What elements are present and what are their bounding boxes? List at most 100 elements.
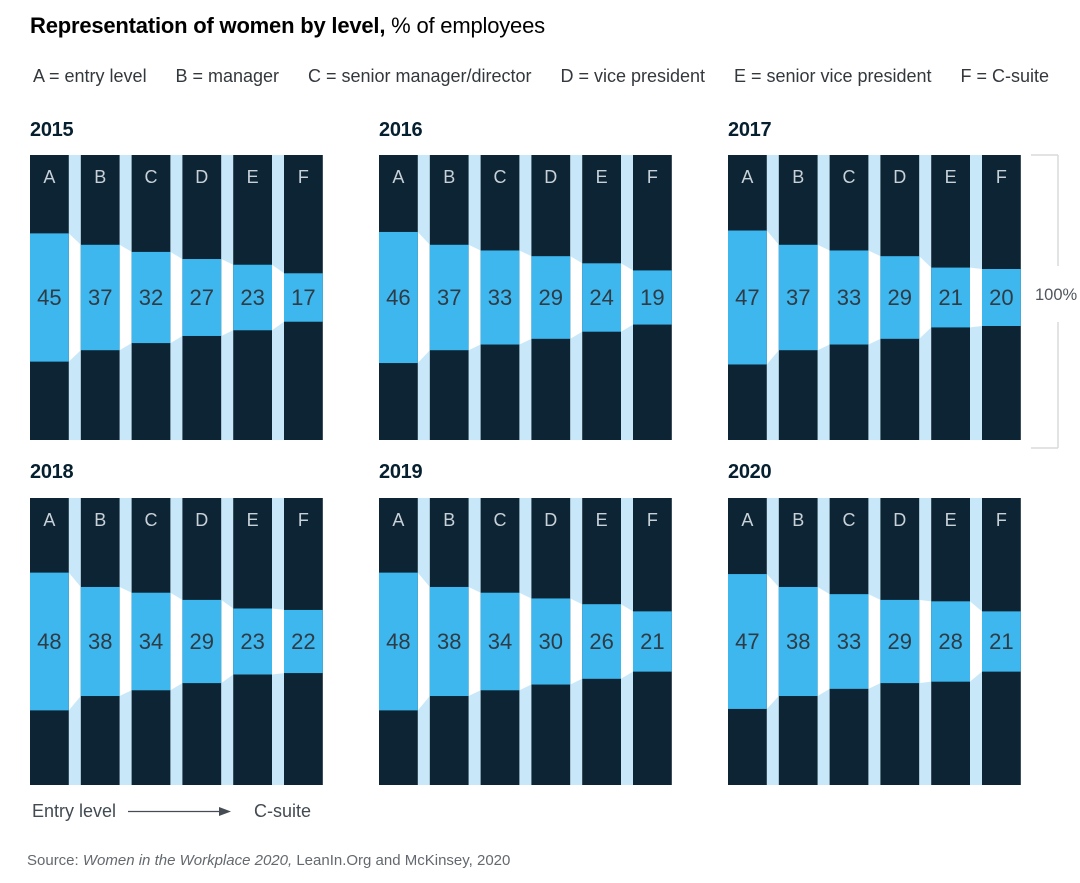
value-label: 23: [240, 629, 264, 654]
value-label: 46: [386, 285, 410, 310]
level-letter: B: [94, 510, 106, 530]
year-label: 2015: [30, 119, 74, 141]
connector-flow: [119, 586, 132, 697]
value-label: 33: [488, 285, 512, 310]
women-share-band: [582, 263, 621, 332]
women-share-band: [379, 231, 418, 364]
value-label: 27: [190, 285, 214, 310]
women-share-band: [778, 244, 818, 351]
entry-level-label: Entry level: [32, 801, 117, 821]
bar-2016-E: E 24: [582, 155, 621, 440]
value-label: 37: [786, 285, 810, 310]
value-label: 17: [291, 285, 315, 310]
level-letter: C: [145, 167, 158, 187]
value-label: 29: [888, 629, 912, 654]
legend-item-b: B = manager: [175, 66, 280, 86]
women-share-band: [880, 599, 920, 684]
women-share-band: [480, 250, 520, 345]
bar-2020-A: A 47: [728, 498, 767, 785]
value-label: 34: [488, 629, 512, 654]
connector-flow: [970, 601, 982, 682]
connector-flow: [68, 233, 81, 362]
year-label: 2020: [728, 461, 772, 483]
level-letter: A: [392, 167, 404, 187]
connector-flow: [272, 608, 284, 675]
connector-flow: [621, 604, 633, 679]
value-label: 21: [640, 629, 664, 654]
value-label: 19: [640, 285, 664, 310]
bar-2016-B: B 37: [429, 155, 469, 440]
connector-flow: [817, 586, 830, 697]
chart-panel-2020: 2020 A 47 B 38 C 33 D 29 E 28 F 21: [728, 462, 1021, 785]
value-label: 48: [37, 629, 61, 654]
value-label: 29: [539, 285, 563, 310]
bar-2018-A: A 48: [30, 498, 69, 785]
chart-2015: A 45 B 37 C 32 D 27 E 23 F 17: [30, 155, 323, 440]
connector-flow: [170, 251, 183, 344]
bar-2015-E: E 23: [233, 155, 272, 440]
connector-flow: [868, 250, 881, 345]
women-share-band: [931, 601, 970, 682]
level-letter: F: [996, 510, 1007, 530]
women-share-band: [728, 574, 767, 709]
women-share-band: [728, 230, 767, 365]
women-share-band: [829, 250, 869, 345]
connector-flow: [570, 256, 583, 339]
women-share-band: [633, 611, 672, 672]
women-share-band: [30, 572, 69, 711]
bar-2019-C: C 34: [480, 498, 520, 785]
level-letter: D: [544, 167, 557, 187]
level-letter: B: [443, 167, 455, 187]
source-report-title: Women in the Workplace 2020,: [82, 852, 293, 869]
connector-flow: [868, 594, 881, 689]
level-letter: C: [843, 167, 856, 187]
bar-2017-C: C 33: [829, 155, 869, 440]
women-share-band: [233, 608, 272, 675]
women-share-band: [182, 599, 222, 684]
level-letter: F: [647, 510, 658, 530]
bar-2016-A: A 46: [379, 155, 418, 440]
bar-2016-D: D 29: [531, 155, 571, 440]
women-share-band: [778, 586, 818, 697]
level-letter: E: [945, 167, 957, 187]
year-label: 2018: [30, 461, 74, 483]
bar-2018-B: B 38: [80, 498, 120, 785]
connector-flow: [519, 592, 532, 691]
bar-2017-A: A 47: [728, 155, 767, 440]
women-share-band: [429, 244, 469, 351]
bar-2015-D: D 27: [182, 155, 222, 440]
level-letter: F: [647, 167, 658, 187]
level-letter: A: [392, 510, 404, 530]
connector-flow: [468, 586, 481, 697]
chart-panel-2019: 2019 A 48 B 38 C 34 D 30 E 26 F 21: [379, 462, 672, 785]
women-share-band: [880, 256, 920, 339]
level-letter: A: [43, 510, 55, 530]
level-letter: A: [741, 510, 753, 530]
legend-item-f: F = C-suite: [960, 66, 1049, 86]
value-label: 28: [938, 629, 962, 654]
value-label: 47: [735, 285, 759, 310]
chart-2018: A 48 B 38 C 34 D 29 E 23 F 22: [30, 498, 323, 785]
value-label: 21: [989, 629, 1013, 654]
women-share-band: [131, 251, 171, 344]
connector-flow: [970, 267, 982, 328]
value-label: 21: [938, 285, 962, 310]
women-share-band: [233, 264, 272, 331]
value-label: 38: [88, 629, 112, 654]
chart-panel-2016: 2016 A 46 B 37 C 33 D 29 E 24 F 19: [379, 120, 672, 440]
bar-2017-F: F 20: [982, 155, 1021, 440]
page-title-bold: Representation of women by level,: [30, 13, 386, 38]
bar-2020-D: D 29: [880, 498, 920, 785]
source-line: Source: Women in the Workplace 2020, Lea…: [27, 852, 510, 869]
women-share-band: [829, 594, 869, 689]
bar-2020-E: E 28: [931, 498, 970, 785]
chart-panel-2015: 2015 A 45 B 37 C 32 D 27 E 23 F 17: [30, 120, 323, 440]
bar-2015-C: C 32: [131, 155, 171, 440]
level-legend: A = entry level B = manager C = senior m…: [33, 66, 1049, 87]
connector-flow: [570, 598, 583, 685]
level-letter: F: [996, 167, 1007, 187]
bar-2020-B: B 38: [778, 498, 818, 785]
page-title: Representation of women by level, % of e…: [30, 13, 545, 39]
value-label: 29: [190, 629, 214, 654]
